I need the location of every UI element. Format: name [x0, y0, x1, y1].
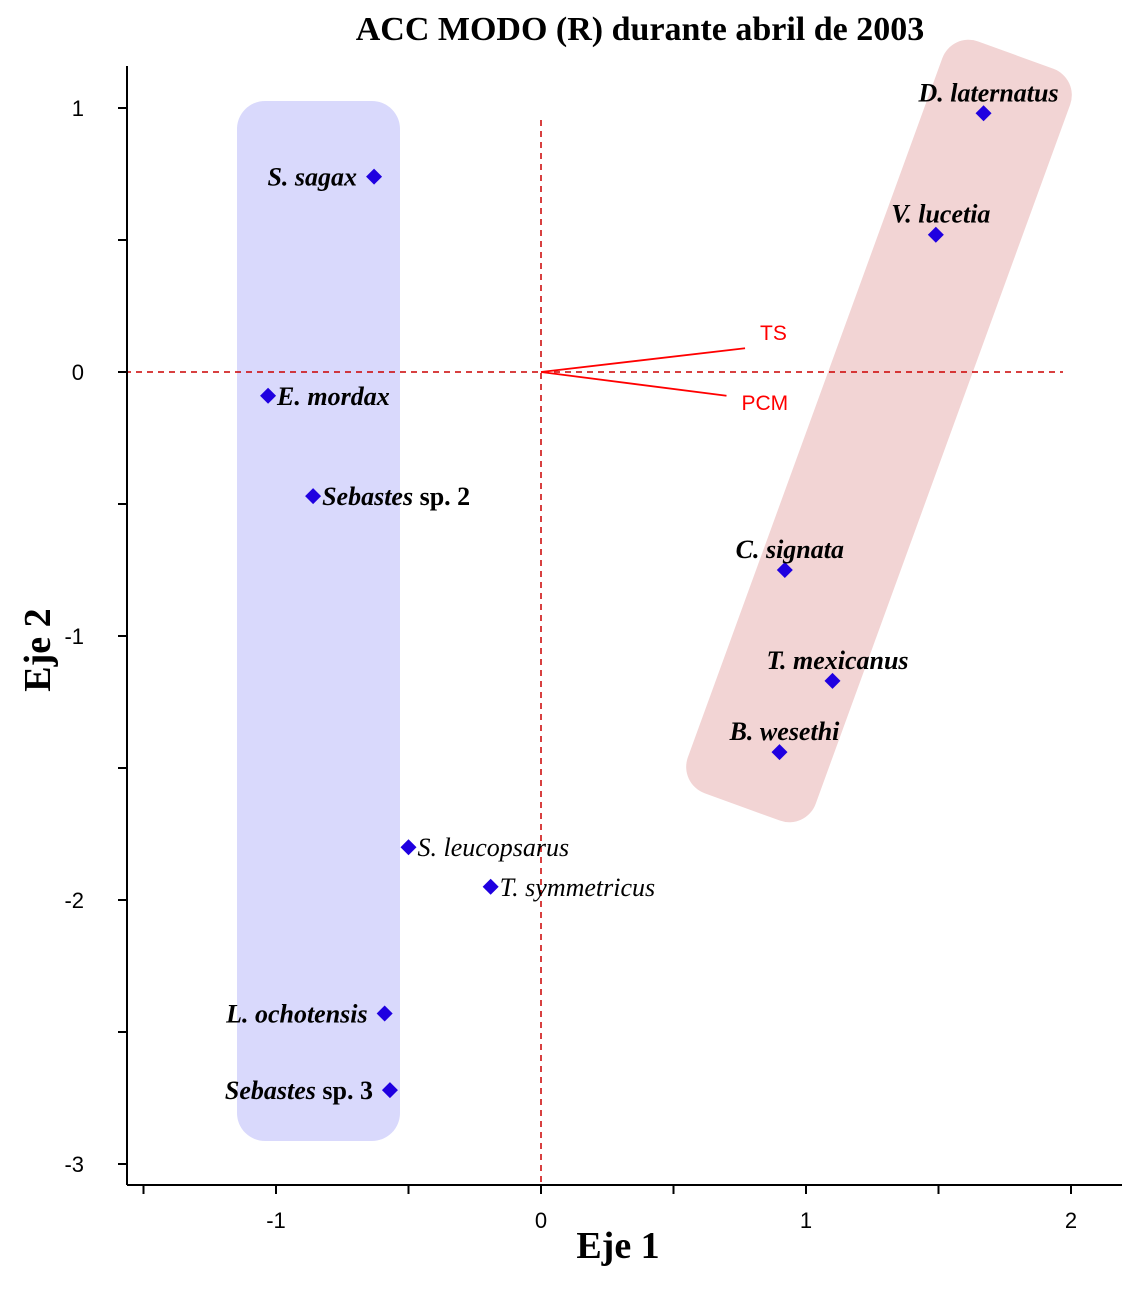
species-label: T. symmetricus — [500, 873, 656, 902]
species-points — [260, 105, 992, 1099]
species-point — [260, 387, 277, 404]
x-tick-label: 0 — [535, 1208, 547, 1233]
species-label: B. wesethi — [729, 717, 841, 746]
y-tick-label: 0 — [72, 360, 84, 385]
vector-ts — [540, 347, 746, 373]
y-tick-label: -3 — [64, 1152, 84, 1177]
species-label: S. sagax — [267, 163, 357, 192]
group-right — [686, 39, 1072, 823]
x-tick-label: 1 — [800, 1208, 812, 1233]
species-point — [305, 488, 322, 505]
species-label: Sebastes sp. 3 — [225, 1076, 373, 1105]
species-label: T. mexicanus — [766, 646, 908, 675]
species-point — [771, 744, 788, 761]
vector-label: TS — [760, 322, 787, 345]
species-point — [927, 226, 944, 243]
species-label: Sebastes sp. 2 — [322, 482, 470, 511]
vector-pcm — [540, 371, 727, 397]
species-point — [482, 878, 499, 895]
y-tick-label: -1 — [64, 624, 84, 649]
species-point — [400, 839, 417, 856]
group-highlights — [237, 39, 1072, 1141]
species-point — [776, 562, 793, 578]
x-axis-title: Eje 1 — [576, 1225, 659, 1267]
y-tick-label: -2 — [64, 888, 84, 913]
species-point — [376, 1005, 393, 1022]
y-axis-title: Eje 2 — [17, 608, 59, 691]
vector-label: PCM — [742, 392, 789, 415]
x-ticks: -1 0 1 2 — [142, 1185, 1077, 1233]
species-point — [381, 1082, 398, 1099]
species-label: C. signata — [736, 535, 844, 564]
species-label: E. mordax — [276, 382, 390, 411]
y-ticks: 1 0 -1 -2 -3 — [64, 96, 127, 1177]
environmental-vectors: TS PCM — [540, 322, 789, 415]
axes — [126, 66, 1122, 1186]
species-label: S. leucopsarus — [418, 833, 570, 862]
species-labels: S. sagax E. mordax Sebastes sp. 2 S. leucop… — [225, 78, 1059, 1105]
species-label: V. lucetia — [891, 200, 990, 229]
species-point — [366, 168, 383, 185]
x-tick-label: 2 — [1065, 1208, 1077, 1233]
species-label: D. laternatus — [917, 78, 1058, 107]
group-left — [237, 101, 400, 1141]
species-point — [824, 672, 841, 689]
chart-title: ACC MODO (R) durante abril de 2003 — [356, 11, 925, 48]
y-tick-label: 1 — [72, 96, 84, 121]
reference-lines — [125, 120, 1063, 1185]
species-point — [975, 105, 992, 122]
species-label: L. ochotensis — [225, 1000, 368, 1029]
x-tick-label: -1 — [266, 1208, 286, 1233]
